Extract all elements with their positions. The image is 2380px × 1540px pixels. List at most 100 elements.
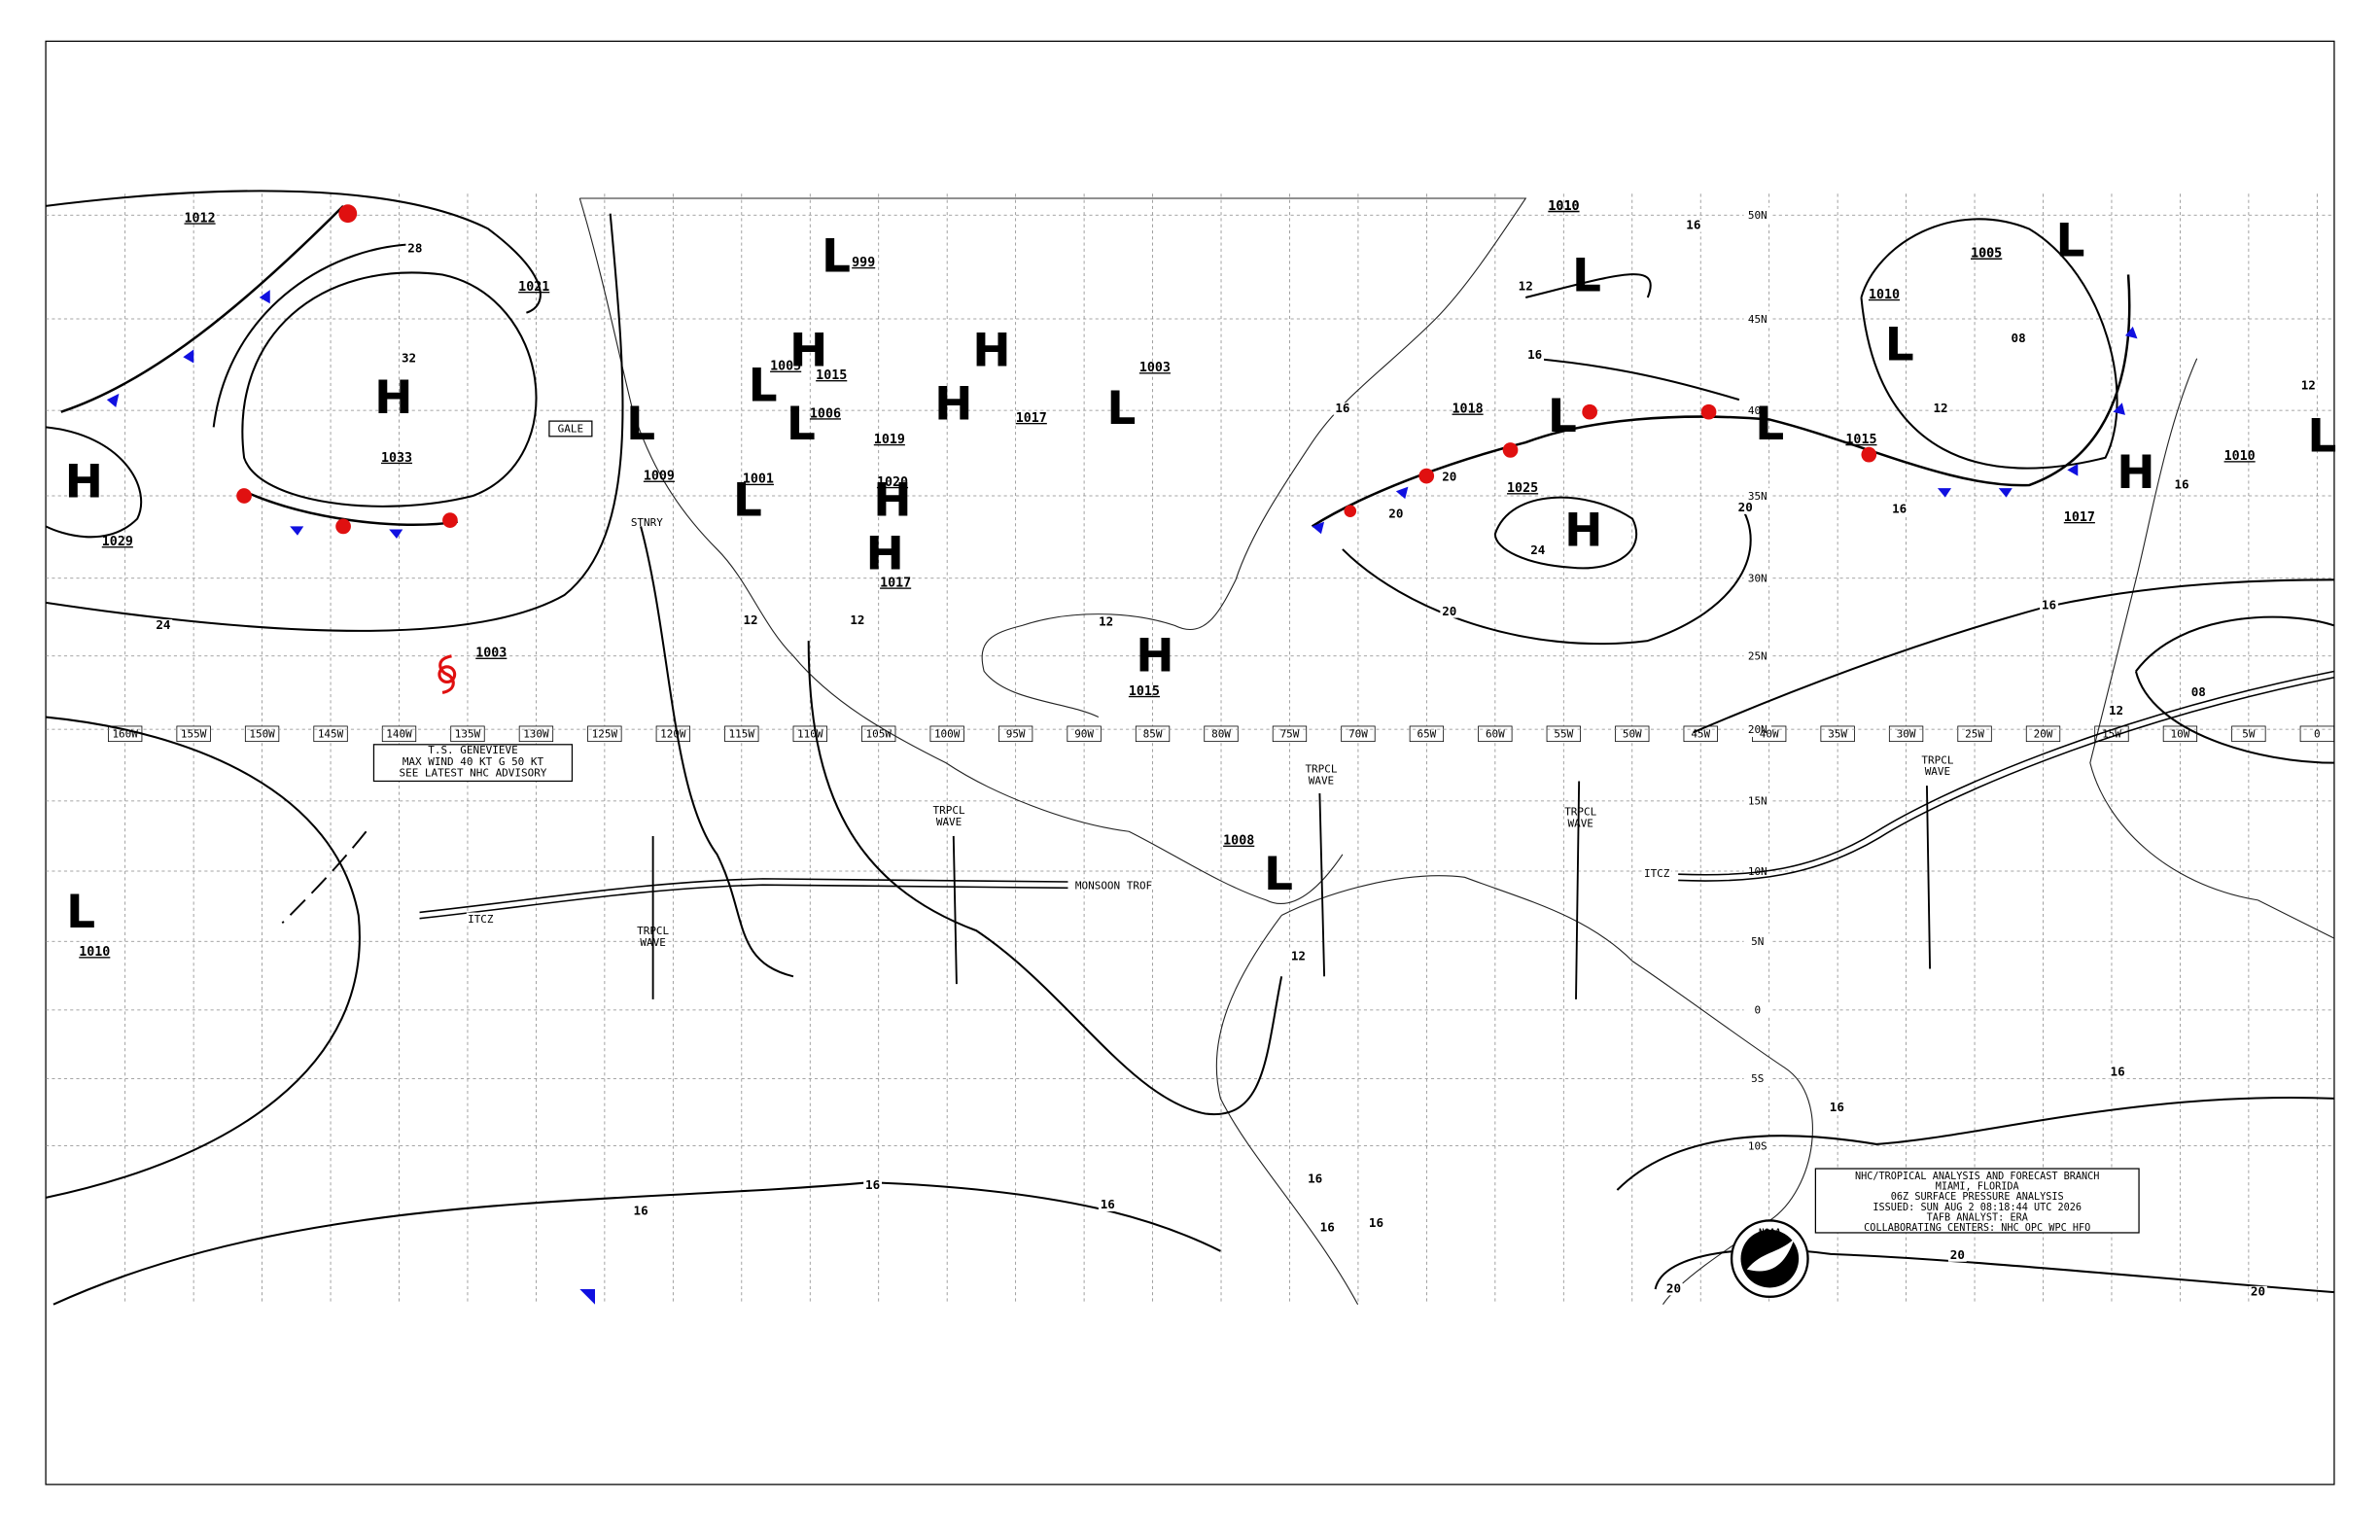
longitude-label-box: [381, 725, 417, 743]
isobar-label-bg: [1367, 1217, 1385, 1230]
longitude-label-box: [1204, 725, 1239, 743]
pressure-center: H: [2117, 446, 2154, 500]
central-pressure: 1020: [877, 475, 908, 490]
longitude-label: 35W: [1828, 728, 1847, 741]
itcz-label: ITCZ: [468, 913, 494, 926]
isobar-label: 12: [1291, 948, 1306, 962]
storm-advisory: MAX WIND 40 KT G 50 KT: [402, 755, 544, 768]
isobar-label-bg: [2172, 478, 2191, 492]
storm-pressure: 1003: [475, 647, 507, 661]
longitude-label-box: [1546, 725, 1581, 743]
longitude-label: 5W: [2242, 728, 2256, 741]
central-pressure: 1015: [816, 368, 847, 383]
pressure-center: L: [1885, 318, 1914, 371]
longitude-label-box: [1683, 725, 1718, 743]
longitude-label: 90W: [1074, 728, 1094, 741]
isobar-label-bg: [1735, 502, 1755, 514]
pressure-center: L: [787, 398, 816, 451]
central-pressure: 1033: [381, 451, 412, 466]
isobar-label-bg: [400, 352, 418, 366]
isobar-label-bg: [1289, 950, 1308, 963]
isobar-label-bg: [2009, 332, 2028, 345]
longitude-label: 60W: [1486, 728, 1505, 741]
central-pressure: 1010: [2224, 449, 2256, 464]
pressure-center: L: [749, 360, 778, 413]
isobar-label: 12: [1519, 279, 1533, 294]
longitude-label-box: [1067, 725, 1102, 743]
isobar-label: 12: [850, 612, 864, 627]
pressure-center: L: [1106, 382, 1136, 436]
tropical-wave-label: TRPCL: [1564, 806, 1596, 819]
isobar-label-bg: [1525, 349, 1545, 362]
isobar-label-bg: [1827, 1101, 1846, 1114]
longitude-label: 80W: [1211, 728, 1231, 741]
isobar-label-bg: [1386, 508, 1406, 521]
pressure-center: H: [972, 325, 1010, 378]
longitude-label: 40W: [1760, 728, 1779, 741]
isobar-label: 20: [1388, 506, 1403, 520]
latitude-label-box: [1743, 311, 1771, 327]
itcz-label: ITCZ: [1644, 867, 1670, 880]
longitude-label-box: [1135, 725, 1171, 743]
longitude-label-box: [724, 725, 759, 743]
pressure-center: L: [2055, 215, 2084, 268]
isobar-label-bg: [405, 242, 425, 256]
latitude-label-box: [1743, 488, 1771, 504]
central-pressure: 1017: [1016, 411, 1047, 426]
central-pressure: 1009: [644, 470, 675, 484]
central-pressure: 1006: [810, 406, 841, 421]
longitude-label: 50W: [1623, 728, 1642, 741]
latitude-label: 50N: [1748, 209, 1768, 222]
storm-symbol: [438, 654, 457, 694]
isobar-label: 08: [2012, 331, 2026, 345]
pressure-center: H: [873, 473, 911, 527]
longitude-label: 125W: [592, 728, 618, 741]
isobar-label: 20: [1738, 500, 1753, 514]
isobar-label: 16: [1527, 347, 1542, 362]
central-pressure: 1015: [1129, 684, 1160, 699]
isobars: [45, 190, 2335, 1306]
longitude-label-box: [450, 725, 485, 743]
central-pressure: 1008: [1223, 834, 1254, 849]
latitude-label-box: [1743, 648, 1771, 664]
isobar-label-bg: [863, 1179, 883, 1192]
isobar-label-bg: [1440, 471, 1459, 484]
longitude-label: 105W: [866, 728, 892, 741]
pressure-center: L: [1548, 390, 1577, 443]
pressure-center: L: [626, 398, 655, 451]
longitude-label: 15W: [2102, 728, 2121, 741]
pressure-center: H: [374, 371, 412, 425]
longitude-label-box: [929, 725, 964, 743]
central-pressure: 1018: [1452, 402, 1484, 417]
isobar-label-bg: [1098, 1199, 1117, 1211]
central-pressure: 1010: [79, 945, 110, 960]
latitude-label-box: [1743, 1070, 1771, 1087]
isobar-label: 12: [2109, 703, 2123, 718]
isobar-label-bg: [1890, 503, 1909, 516]
isobar-label-bg: [1528, 544, 1548, 557]
latitude-label: 5N: [1751, 935, 1764, 948]
central-pressure: 1017: [2064, 510, 2095, 525]
central-pressure: 1017: [880, 576, 911, 590]
latitude-label-box: [1743, 933, 1771, 950]
longitude-label-box: [1888, 725, 1924, 743]
latitude-label: 35N: [1748, 490, 1768, 503]
central-pressure: 1001: [743, 472, 774, 487]
isobar-label: 32: [402, 350, 416, 365]
latitude-label-box: [1743, 570, 1771, 586]
pressure-center: H: [789, 325, 827, 378]
central-pressure: 1005: [1971, 247, 2002, 262]
isobar-label: 16: [1335, 401, 1349, 415]
isobar-label-bg: [631, 1205, 650, 1218]
latitude-label-box: [1743, 402, 1771, 418]
longitude-label: 150W: [249, 728, 275, 741]
longitude-label-box: [1272, 725, 1308, 743]
isobar-label-bg: [154, 619, 173, 632]
longitude-label: 45W: [1691, 728, 1710, 741]
tropical-wave-label: TRPCL: [1921, 753, 1953, 766]
central-pressure: 1029: [102, 535, 133, 549]
latitude-label: 0: [1754, 1004, 1761, 1017]
fronts: [60, 204, 2138, 1305]
longitude-label-box: [1957, 725, 1992, 743]
longitude-label: 135W: [455, 728, 481, 741]
